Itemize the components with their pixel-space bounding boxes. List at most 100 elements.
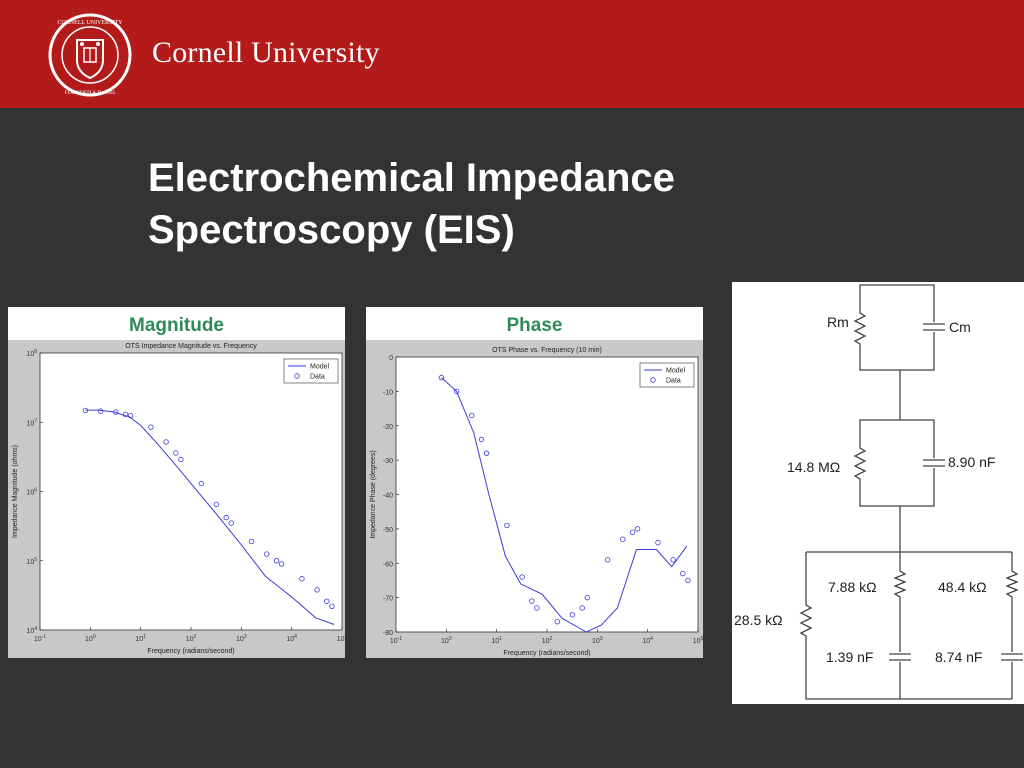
data-point: [529, 598, 535, 604]
plot-area: [39, 352, 343, 631]
branch1-capacitor-label: 1.39 nF: [826, 649, 873, 665]
data-point: [534, 605, 540, 611]
legend-box: [639, 362, 695, 388]
y-axis-label: Impedance Phase (degrees): [370, 450, 377, 538]
data-point: [264, 551, 270, 557]
y-tick-label: 0: [389, 355, 393, 362]
data-point: [148, 424, 154, 430]
data-point: [685, 577, 691, 584]
y-tick-label: -10: [383, 389, 393, 396]
x-tick-label: 102: [542, 636, 553, 645]
legend-model-label: Model: [666, 368, 686, 375]
data-point: [82, 407, 89, 414]
svg-text:CORNELL UNIVERSITY: CORNELL UNIVERSITY: [58, 20, 124, 26]
data-point: [469, 412, 475, 419]
magnitude-panel-label: Magnitude: [129, 315, 224, 336]
top-resistor-label: Rm: [827, 314, 849, 330]
data-point: [113, 409, 119, 415]
university-header: CORNELL UNIVERSITY FOUNDED A.D. 1865 Cor…: [0, 0, 1024, 108]
x-tick-label: 105: [693, 636, 703, 645]
data-point: [655, 539, 661, 546]
magnitude-panel: Magnitude OTS Impedance Magnitude vs. Fr…: [8, 307, 345, 658]
data-point: [504, 522, 510, 529]
y-tick-label: 105: [26, 557, 37, 566]
data-point: [324, 598, 330, 604]
data-point: [127, 412, 134, 419]
x-axis-label: Frequency (radians/second): [147, 648, 234, 655]
legend-data-swatch: [294, 373, 300, 379]
x-tick-label: 104: [642, 636, 653, 645]
x-tick-label: 100: [85, 634, 96, 643]
data-point: [629, 529, 636, 536]
data-point: [329, 603, 335, 609]
data-point: [554, 618, 560, 625]
branch2-capacitor-label: 8.74 nF: [935, 649, 982, 665]
x-tick-label: 103: [236, 634, 247, 643]
data-point: [163, 439, 169, 445]
legend-data-label: Data: [666, 378, 681, 385]
data-point: [483, 450, 490, 456]
data-point: [519, 574, 525, 580]
mid-capacitor-label: 8.90 nF: [948, 454, 995, 470]
model-series-line: [85, 409, 335, 625]
y-tick-label: -60: [383, 561, 393, 568]
x-axis-label: Frequency (radians/second): [503, 650, 590, 657]
data-point: [278, 561, 285, 567]
top-capacitor-label: Cm: [949, 319, 971, 335]
y-tick-label: -30: [383, 458, 393, 465]
mid-resistor-label: 14.8 MΩ: [787, 459, 840, 475]
title-line-1: Electrochemical Impedance: [148, 156, 675, 200]
legend-data-label: Data: [310, 374, 325, 381]
data-point: [299, 576, 305, 582]
branch1-resistor-label: 7.88 kΩ: [828, 579, 877, 595]
legend-data-swatch: [650, 377, 656, 383]
x-tick-label: 101: [491, 636, 502, 645]
data-point: [478, 436, 485, 443]
legend-box: [283, 358, 339, 384]
x-tick-label: 105: [337, 634, 345, 643]
model-series-line: [441, 377, 688, 633]
x-tick-label: 102: [186, 634, 197, 643]
svg-text:FOUNDED A.D. 1865: FOUNDED A.D. 1865: [65, 90, 116, 96]
y-tick-label: 106: [26, 488, 37, 497]
x-tick-label: 10-1: [34, 634, 46, 643]
x-tick-label: 104: [286, 634, 297, 643]
data-point: [273, 558, 280, 564]
data-point: [569, 612, 576, 618]
y-tick-label: 104: [26, 626, 37, 635]
phase-panel-label: Phase: [506, 315, 563, 336]
phase-chart: OTS Phase vs. Frequency (10 min) 10-1 100 1…: [366, 340, 703, 658]
data-point: [122, 411, 129, 418]
phase-panel: Phase OTS Phase vs. Frequency (10 min) 10…: [366, 307, 703, 658]
y-tick-label: -70: [383, 596, 393, 603]
magnitude-chart: OTS Impedance Magnitude vs. Frequency 10-…: [8, 340, 345, 658]
slide-title: Electrochemical Impedance Spectroscopy (…: [148, 152, 828, 256]
data-point: [248, 538, 255, 545]
left-resistor-label: 28.5 kΩ: [734, 612, 783, 628]
equivalent-circuit-diagram: Rm Cm 14.8 MΩ 8.90 nF 28.5 kΩ 7.88 kΩ 48…: [732, 282, 1024, 704]
chart-title: OTS Phase vs. Frequency (10 min): [492, 347, 602, 354]
chart-title: OTS Impedance Magnitude vs. Frequency: [125, 343, 257, 350]
data-point: [579, 605, 585, 611]
data-point: [198, 480, 204, 487]
x-tick-label: 100: [441, 636, 452, 645]
data-point: [453, 388, 460, 395]
cornell-seal-logo: CORNELL UNIVERSITY FOUNDED A.D. 1865: [48, 13, 132, 97]
data-point: [97, 408, 104, 414]
data-point: [634, 526, 641, 532]
x-tick-label: 103: [592, 636, 603, 645]
x-tick-label: 10-1: [390, 636, 402, 645]
circuit-schematic: Rm Cm 14.8 MΩ 8.90 nF 28.5 kΩ 7.88 kΩ 48…: [734, 284, 1024, 700]
x-tick-label: 101: [135, 634, 146, 643]
legend-model-label: Model: [310, 364, 330, 371]
university-wordmark: Cornell University: [152, 36, 380, 69]
data-point: [178, 456, 184, 463]
data-point: [314, 587, 320, 593]
data-point: [670, 557, 676, 563]
plot-area: [395, 356, 699, 633]
y-axis-label: Impedance Magnitude (ohms): [12, 445, 19, 538]
data-point: [604, 557, 611, 563]
data-point: [223, 514, 229, 521]
y-tick-label: -80: [383, 630, 393, 637]
data-point: [680, 570, 686, 577]
